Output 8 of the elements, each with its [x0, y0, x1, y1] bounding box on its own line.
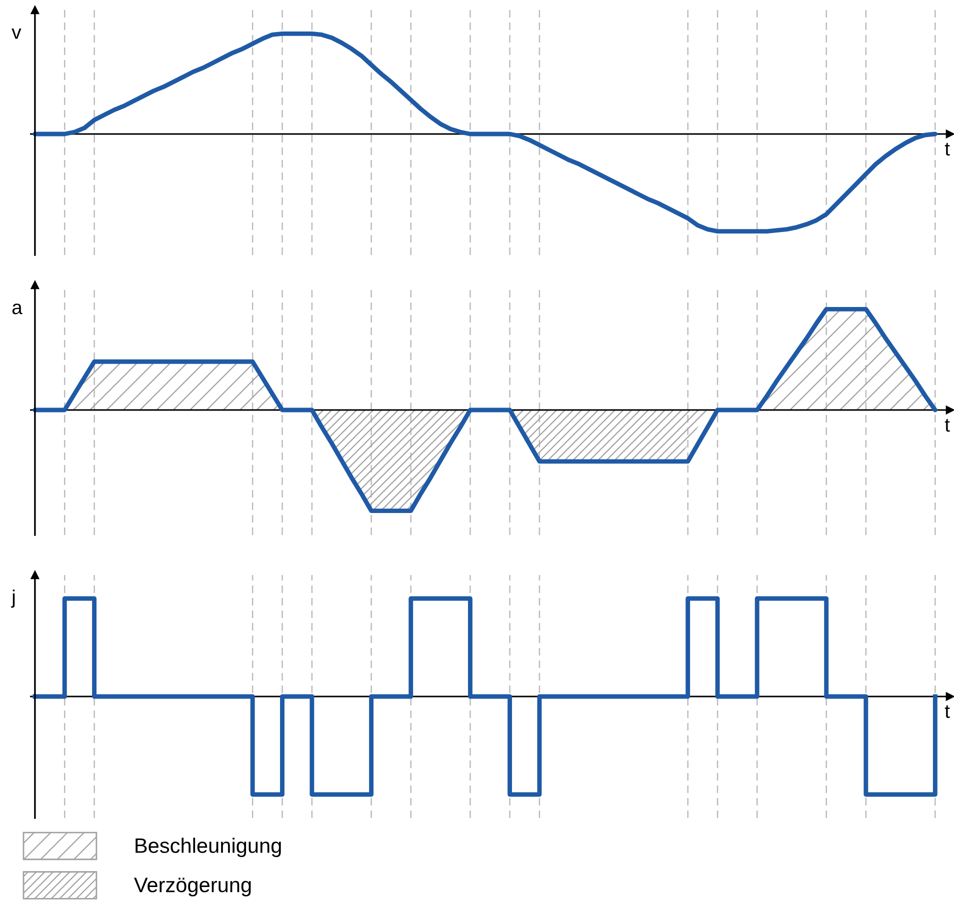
y-axis-title: j: [11, 590, 15, 608]
y-axis-title: v: [12, 28, 22, 39]
x-axis-title: t: [944, 705, 950, 718]
legend-label: Verzögerung: [134, 878, 251, 896]
legend-label: Beschleunigung: [136, 838, 281, 858]
x-axis-title: t: [944, 419, 950, 432]
y-axis-title: a: [12, 304, 22, 314]
x-axis-title: t: [944, 142, 950, 156]
